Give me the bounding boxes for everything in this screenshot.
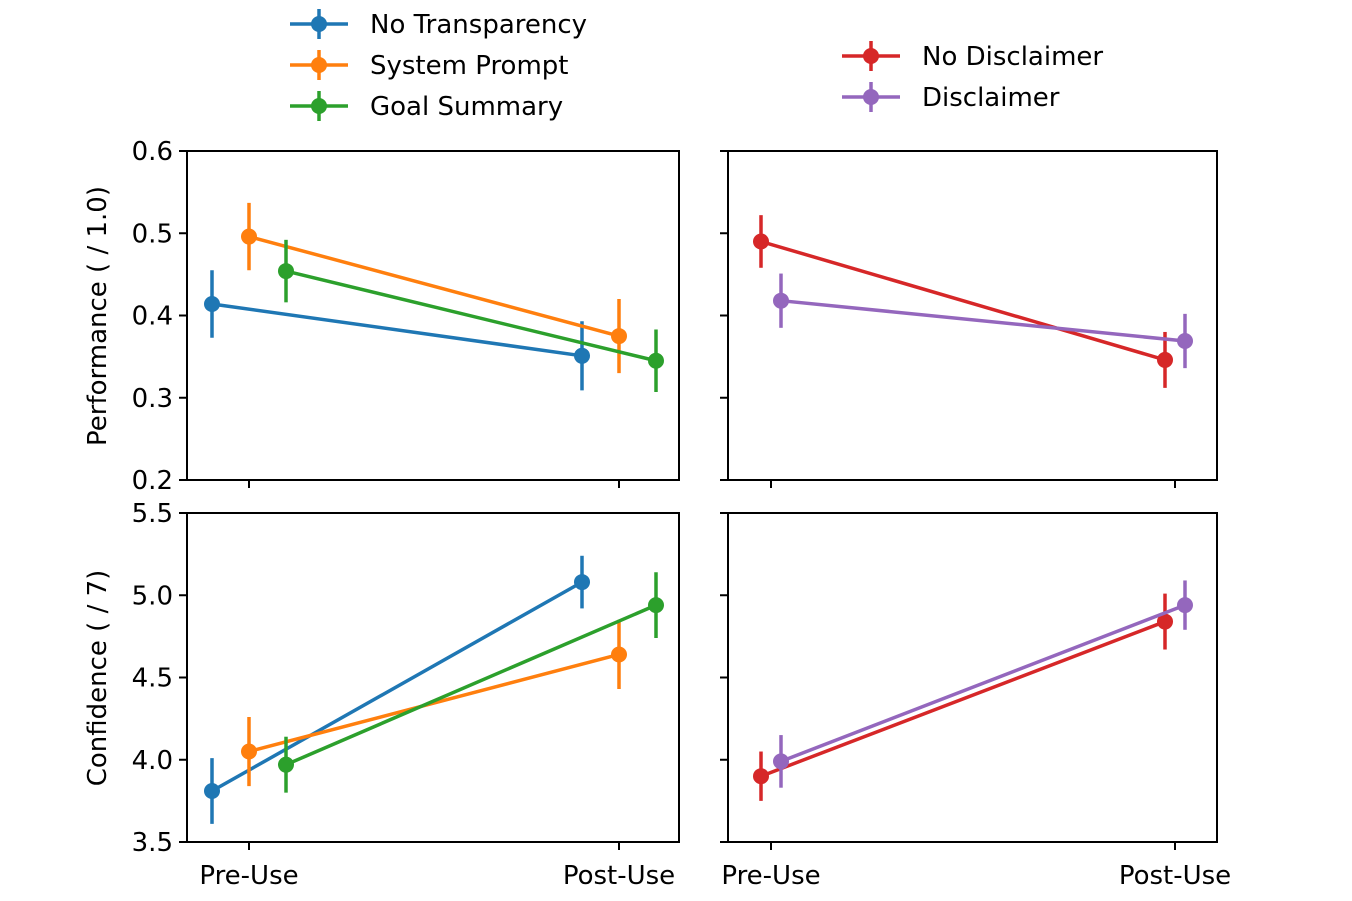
y-tick-label: 4.0 (132, 746, 173, 776)
data-point (278, 756, 294, 773)
legend-disclaimer: No Disclaimer Disclaimer (842, 41, 1103, 113)
legend-label: Goal Summary (370, 92, 563, 122)
panel-performance-disclaimer (720, 150, 1218, 488)
series-disclaimer (773, 580, 1193, 788)
series-system-prompt (241, 619, 627, 787)
data-point (753, 233, 769, 250)
ylabel-confidence: Confidence ( / 7) (83, 570, 113, 787)
series-line (210, 302, 584, 358)
panel-performance-transparency: 0.2 0.3 0.4 0.5 0.6 (132, 137, 680, 496)
legend-entry-no-disclaimer: No Disclaimer (842, 41, 1103, 72)
series-disclaimer (773, 273, 1193, 369)
legend-marker (863, 89, 879, 105)
series-system-prompt (241, 202, 627, 374)
data-point (753, 768, 769, 785)
legend-entry-disclaimer: Disclaimer (842, 82, 1060, 113)
series-line (284, 269, 658, 363)
legend-marker (311, 98, 327, 114)
y-tick-label: 4.5 (132, 664, 173, 694)
series-no-disclaimer (753, 215, 1173, 388)
ylabel-performance: Performance ( / 1.0) (83, 186, 113, 446)
data-point (773, 753, 789, 770)
legend-marker (311, 16, 327, 32)
data-point (611, 328, 627, 345)
series-no-disclaimer (753, 593, 1173, 801)
data-point (204, 295, 220, 312)
legend-marker (311, 57, 327, 73)
series-line (247, 234, 621, 338)
y-tick-label: 3.5 (132, 828, 173, 858)
data-point (574, 347, 590, 364)
y-tick-label: 0.5 (132, 219, 173, 249)
legend-label: No Disclaimer (922, 42, 1103, 72)
data-point (1157, 613, 1173, 630)
legend-label: Disclaimer (922, 83, 1060, 113)
x-tick-label-post-use: Post-Use (563, 861, 675, 891)
series-line (759, 239, 1167, 362)
legend-marker (863, 48, 879, 64)
data-point (773, 292, 789, 309)
x-tick-label-pre-use: Pre-Use (721, 861, 820, 891)
legend-entry-goal-summary: Goal Summary (290, 91, 563, 122)
legend-label: System Prompt (370, 51, 569, 81)
y-tick-label: 0.4 (132, 302, 173, 332)
y-tick-label: 5.0 (132, 581, 173, 611)
panel-confidence-transparency: 3.5 4.0 4.5 5.0 5.5 Pre-Use Post-Use (132, 499, 680, 891)
legend-label: No Transparency (370, 10, 587, 40)
legend-entry-system-prompt: System Prompt (290, 50, 569, 81)
y-tick-label: 0.2 (132, 466, 173, 496)
series-no-transparency (204, 270, 590, 391)
data-point (611, 646, 627, 663)
x-tick-label-pre-use: Pre-Use (199, 861, 298, 891)
data-point (241, 743, 257, 760)
data-point (648, 597, 664, 614)
series-line (779, 298, 1187, 343)
series-no-transparency (204, 555, 590, 824)
series-line (759, 619, 1167, 778)
series-line (210, 580, 584, 793)
data-point (1177, 332, 1193, 349)
y-tick-label: 5.5 (132, 499, 173, 529)
panel-confidence-disclaimer: Pre-Use Post-Use (720, 512, 1231, 891)
legend-transparency: No Transparency System Prompt Goal Summary (290, 9, 587, 122)
series-goal-summary (278, 239, 664, 392)
data-point (204, 783, 220, 800)
series-line (779, 603, 1187, 764)
series-goal-summary (278, 572, 664, 793)
x-tick-label-post-use: Post-Use (1119, 861, 1231, 891)
data-point (241, 228, 257, 245)
data-point (1177, 597, 1193, 614)
y-tick-label: 0.3 (132, 384, 173, 414)
data-point (1157, 351, 1173, 368)
data-point (648, 352, 664, 369)
y-tick-label: 0.6 (132, 137, 173, 167)
legend-entry-no-transparency: No Transparency (290, 9, 587, 40)
data-point (278, 263, 294, 280)
series-line (247, 652, 621, 754)
data-point (574, 574, 590, 591)
series-line (284, 603, 658, 767)
